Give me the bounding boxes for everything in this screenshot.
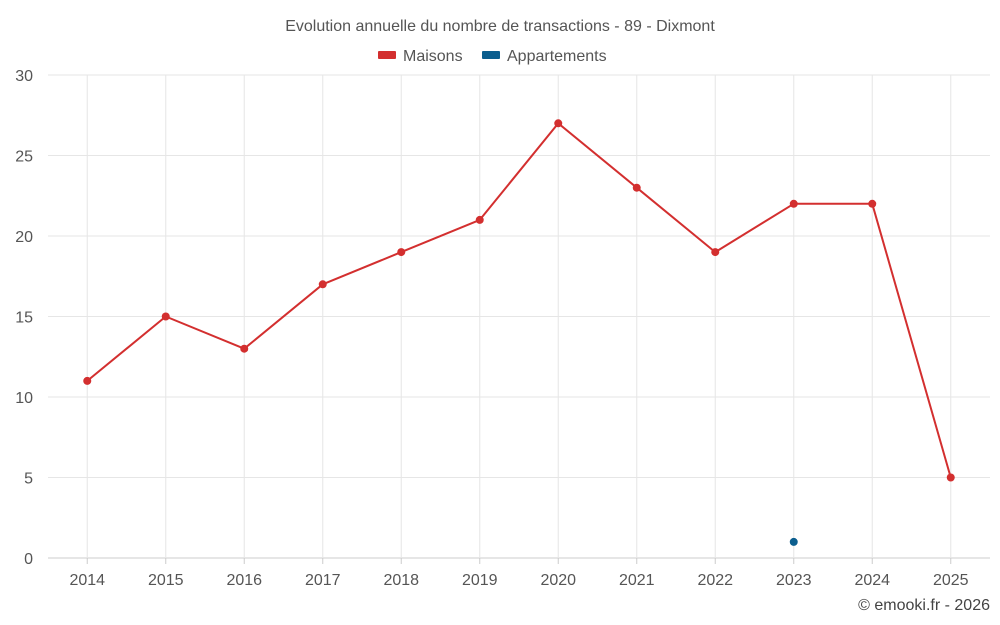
y-tick-label: 25 xyxy=(15,149,33,166)
data-point-maisons-2022[interactable] xyxy=(711,248,720,257)
credit-text: © emooki.fr - 2026 xyxy=(858,597,990,614)
x-tick-label: 2021 xyxy=(619,572,655,589)
x-tick-label: 2020 xyxy=(540,572,576,589)
y-tick-label: 10 xyxy=(15,390,33,407)
x-tick-label: 2014 xyxy=(69,572,105,589)
y-tick-label: 0 xyxy=(24,551,33,568)
data-point-maisons-2024[interactable] xyxy=(868,199,877,208)
chart-title: Evolution annuelle du nombre de transact… xyxy=(285,18,715,35)
x-tick-label: 2025 xyxy=(933,572,969,589)
y-tick-label: 5 xyxy=(24,471,33,488)
x-tick-label: 2018 xyxy=(383,572,419,589)
grid xyxy=(48,74,990,559)
legend-label-maisons: Maisons xyxy=(403,48,463,65)
data-point-maisons-2016[interactable] xyxy=(240,344,249,353)
data-point-maisons-2019[interactable] xyxy=(475,215,484,224)
legend-item-appartements[interactable]: Appartements xyxy=(482,48,607,65)
data-point-maisons-2014[interactable] xyxy=(83,376,92,385)
y-tick-label: 30 xyxy=(15,68,33,85)
data-point-maisons-2025[interactable] xyxy=(946,473,955,482)
x-tick-label: 2023 xyxy=(776,572,812,589)
x-tick-label: 2016 xyxy=(226,572,262,589)
y-axis-ticks: 0 5 10 15 20 25 30 xyxy=(15,68,33,568)
y-tick-label: 20 xyxy=(15,229,33,246)
legend-swatch-appartements xyxy=(482,51,500,59)
data-point-maisons-2021[interactable] xyxy=(632,183,641,192)
series-line-maisons xyxy=(86,122,952,478)
legend: Maisons Appartements xyxy=(378,48,607,65)
data-point-appartements-2023[interactable] xyxy=(789,537,798,546)
data-point-maisons-2020[interactable] xyxy=(554,119,563,128)
legend-item-maisons[interactable]: Maisons xyxy=(378,48,463,65)
x-tick-label: 2017 xyxy=(305,572,341,589)
x-axis-ticks: 2014 2015 2016 2017 2018 2019 2020 2021 2022 2023… xyxy=(69,558,969,589)
data-point-maisons-2017[interactable] xyxy=(318,280,327,289)
data-point-maisons-2015[interactable] xyxy=(161,312,170,321)
series xyxy=(83,119,955,546)
x-tick-label: 2015 xyxy=(148,572,184,589)
legend-swatch-maisons xyxy=(378,51,396,59)
data-point-maisons-2023[interactable] xyxy=(789,199,798,208)
y-tick-label: 15 xyxy=(15,310,33,327)
x-tick-label: 2019 xyxy=(462,572,498,589)
x-tick-label: 2024 xyxy=(854,572,890,589)
legend-label-appartements: Appartements xyxy=(507,48,607,65)
data-point-maisons-2018[interactable] xyxy=(397,248,406,257)
x-tick-label: 2022 xyxy=(697,572,733,589)
